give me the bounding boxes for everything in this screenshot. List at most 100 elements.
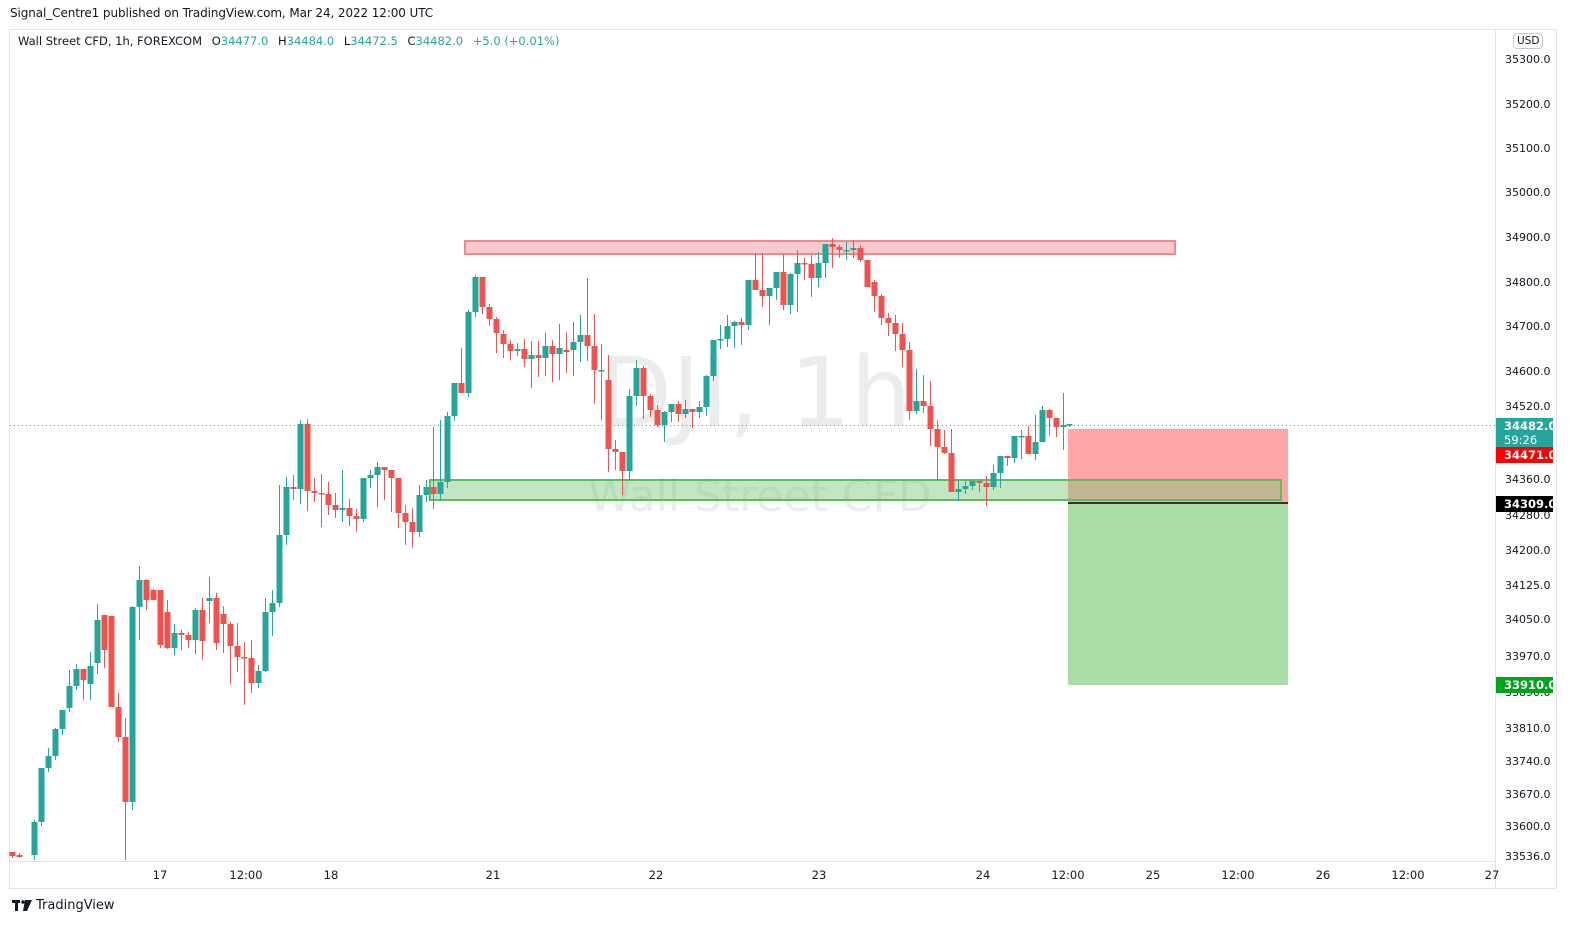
candle: [353, 509, 360, 532]
time-tick: 26: [1315, 868, 1331, 882]
resistance-zone[interactable]: [464, 240, 1176, 255]
candle: [108, 616, 115, 707]
candle: [227, 622, 234, 684]
candle: [717, 325, 724, 349]
candle: [206, 577, 213, 623]
chart-frame[interactable]: [9, 29, 1557, 889]
candle: [255, 665, 262, 688]
price-tick: 34050.0: [1505, 613, 1551, 626]
candle: [766, 288, 773, 325]
high-label: H: [277, 34, 287, 48]
price-tick: 33740.0: [1505, 755, 1551, 768]
time-tick: 12:00: [229, 868, 263, 882]
high-value: 34484.0: [286, 34, 335, 48]
price-tick: 35000.0: [1505, 186, 1551, 199]
price-tick: 34700.0: [1505, 320, 1551, 333]
support-zone[interactable]: [429, 479, 1282, 501]
candle: [290, 475, 297, 500]
candle: [423, 480, 430, 502]
published-info: Signal_Centre1 published on TradingView.…: [10, 6, 434, 20]
candle: [9, 852, 16, 858]
candle: [584, 278, 591, 361]
price-tick: 34360.0: [1505, 473, 1551, 486]
bar-countdown: 59:26: [1504, 433, 1538, 447]
candle: [990, 465, 997, 490]
candle: [185, 632, 192, 648]
candle: [892, 315, 899, 351]
time-tick: 22: [648, 868, 664, 882]
candle: [1032, 415, 1039, 460]
candle: [1018, 430, 1025, 459]
candle: [773, 272, 780, 300]
candle: [829, 238, 836, 268]
candle: [983, 476, 990, 506]
open-value: 34477.0: [220, 34, 269, 48]
candle: [934, 420, 941, 480]
candle: [1004, 456, 1011, 466]
candle: [479, 277, 486, 314]
candle: [171, 624, 178, 655]
tradingview-brand[interactable]: TradingView: [12, 898, 115, 913]
time-tick: 18: [323, 868, 339, 882]
price-tick: 34280.0: [1505, 509, 1551, 522]
price-tick: 35100.0: [1505, 142, 1551, 155]
price-tick: 33670.0: [1505, 788, 1551, 801]
candle: [941, 430, 948, 454]
candle: [339, 470, 346, 522]
candle: [647, 394, 654, 417]
stop-loss-zone[interactable]: [1068, 429, 1288, 503]
take-profit-zone[interactable]: [1068, 503, 1288, 685]
price-tick: 33600.0: [1505, 820, 1551, 833]
candle: [367, 470, 374, 488]
brand-name: TradingView: [36, 898, 115, 913]
candle: [458, 348, 465, 393]
candle: [31, 820, 38, 860]
close-label: C: [407, 34, 416, 48]
candle: [437, 420, 444, 500]
candle: [626, 389, 633, 480]
candle: [416, 485, 423, 537]
candle: [360, 478, 367, 522]
candle: [136, 566, 143, 640]
candle: [395, 478, 402, 528]
candle: [66, 670, 73, 712]
watermark-description: Wall Street CFD: [588, 475, 932, 519]
candle: [927, 381, 934, 446]
time-tick: 25: [1145, 868, 1161, 882]
candle: [738, 318, 745, 345]
candle: [409, 508, 416, 548]
candle: [997, 456, 1004, 488]
candle: [605, 355, 612, 472]
candle: [654, 405, 661, 427]
candle: [388, 470, 395, 512]
time-axis[interactable]: [9, 861, 1495, 889]
close-value: 34482.0: [415, 34, 464, 48]
candle: [213, 593, 220, 650]
candle: [430, 427, 437, 509]
symbol-name[interactable]: Wall Street CFD, 1h, FOREXCOM: [18, 34, 203, 48]
candle: [724, 315, 731, 347]
candle: [906, 342, 913, 420]
price-axis[interactable]: [1495, 29, 1557, 889]
candle: [633, 360, 640, 406]
candle: [122, 718, 129, 860]
candle: [472, 275, 479, 317]
candle: [332, 493, 339, 518]
candle: [38, 768, 45, 826]
time-tick: 24: [975, 868, 991, 882]
price-tick: 33970.0: [1505, 650, 1551, 663]
candle: [682, 400, 689, 418]
candle: [283, 477, 290, 545]
candle: [115, 693, 122, 742]
candle: [801, 258, 808, 280]
candle: [87, 652, 94, 700]
candle: [710, 340, 717, 381]
currency-button[interactable]: USD: [1513, 33, 1544, 49]
open-label: O: [211, 34, 221, 48]
candle: [444, 412, 451, 488]
candle: [507, 340, 514, 360]
candle: [1039, 406, 1046, 442]
candle: [248, 640, 255, 693]
price-tick: 34520.0: [1505, 400, 1551, 413]
